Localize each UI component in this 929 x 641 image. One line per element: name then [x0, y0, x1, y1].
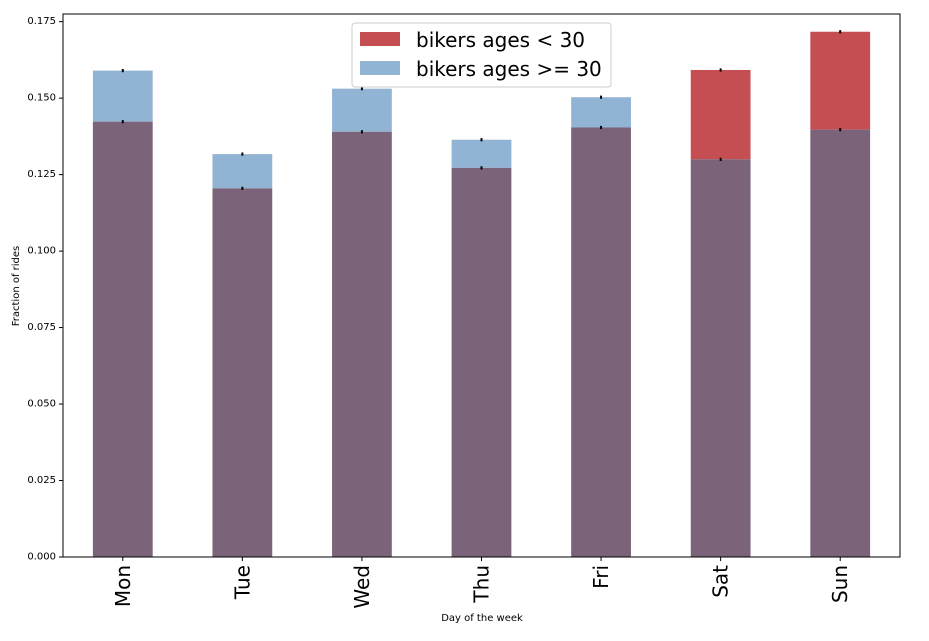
x-tick-label-tue: Tue: [230, 565, 254, 600]
y-tick-label: 0.100: [27, 246, 56, 257]
x-tick-label-mon: Mon: [111, 565, 135, 607]
y-tick-label: 0.125: [27, 169, 56, 180]
y-tick-label: 0.150: [27, 93, 56, 104]
x-tick-label-wed: Wed: [350, 565, 374, 609]
y-tick-label: 0.000: [27, 552, 56, 563]
bar-top-sat: [690, 69, 751, 160]
bar-overlap-sat: [690, 159, 751, 557]
x-axis-label: Day of the week: [441, 613, 523, 624]
legend-swatch-30-and-over: [360, 61, 400, 75]
legend-label-under-30: bikers ages < 30: [416, 28, 585, 52]
errorbars-layer: [121, 30, 842, 190]
bar-top-tue: [212, 154, 273, 189]
bar-overlap-tue: [212, 188, 273, 557]
x-tick-label-fri: Fri: [589, 565, 613, 589]
y-axis: 0.000 0.025 0.050 0.075 0.100 0.125 0.150 0.175: [27, 16, 63, 563]
y-tick-label: 0.050: [27, 399, 56, 410]
y-tick-label: 0.025: [27, 475, 56, 486]
legend-swatch-under-30: [360, 32, 400, 46]
legend-label-30-and-over: bikers ages >= 30: [416, 57, 602, 81]
x-tick-label-sun: Sun: [828, 565, 852, 603]
legend: bikers ages < 30 bikers ages >= 30: [351, 22, 612, 88]
bar-overlap-wed: [332, 131, 392, 557]
bar-top-sun: [810, 31, 871, 130]
x-tick-label-thu: Thu: [470, 565, 494, 604]
x-tick-label-sat: Sat: [709, 565, 733, 598]
x-axis: Mon Tue Wed Thu Fri Sat Sun: [111, 557, 852, 609]
bar-top-mon: [92, 70, 153, 122]
y-tick-label: 0.175: [27, 16, 56, 27]
bars-layer: [92, 31, 871, 558]
bar-top-fri: [571, 97, 631, 128]
bar-overlap-thu: [451, 167, 512, 557]
bar-overlap-mon: [92, 121, 153, 557]
y-axis-label: Fraction of rides: [11, 246, 22, 327]
bar-top-thu: [451, 139, 512, 168]
legend-frame: [351, 22, 612, 88]
bar-overlap-fri: [571, 127, 631, 558]
y-tick-label: 0.075: [27, 322, 56, 333]
bar-overlap-sun: [810, 129, 871, 558]
bar-top-wed: [332, 88, 392, 132]
